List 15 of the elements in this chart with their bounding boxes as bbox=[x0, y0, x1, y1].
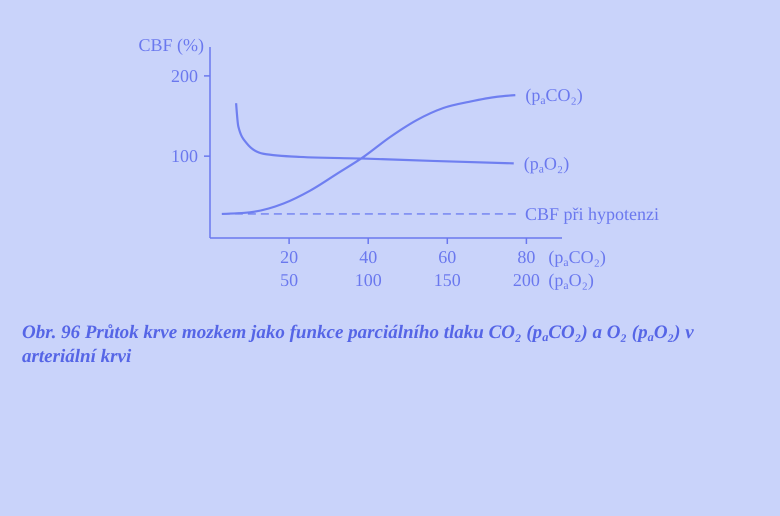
y-axis-title: CBF (%) bbox=[138, 35, 204, 55]
x2-tick-label: 50 bbox=[280, 270, 298, 290]
series-label: (p$_{a}$O₂) bbox=[524, 153, 570, 176]
x-tick-label: 20 bbox=[280, 247, 298, 267]
series-label: (p$_{a}$CO₂) bbox=[525, 85, 583, 108]
text: Obr. 96 Průtok krve mozkem jako funkce parciálního tlaku CO₂ (p$_{a}$CO₂) a O₂ (p$_{a}$O₂) v arteriální krvi bbox=[22, 322, 694, 367]
x-tick-label: 60 bbox=[438, 247, 456, 267]
x-tick-label: 80 bbox=[517, 247, 536, 267]
x-tick-label: 40 bbox=[359, 247, 378, 267]
x2-tick-label: 100 bbox=[354, 270, 382, 290]
x2-axis-title: (p$_{a}$O₂) bbox=[548, 270, 594, 292]
x-axis-title: (p$_{a}$CO₂) bbox=[548, 247, 606, 269]
ref-line-label: CBF při hypotenzi bbox=[525, 204, 659, 224]
x2-tick-label: 200 bbox=[512, 270, 540, 290]
x2-tick-label: 150 bbox=[434, 270, 461, 290]
